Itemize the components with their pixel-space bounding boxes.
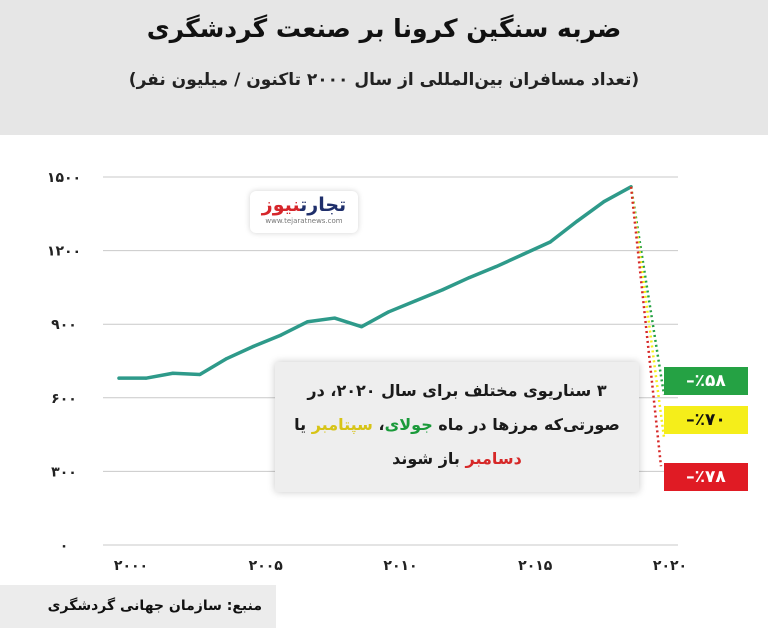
y-tick-label: ۳۰۰ [51, 464, 77, 480]
brand-logo: تجارتنیوز www.tejaratnews.com [250, 191, 358, 233]
series-line [117, 185, 633, 380]
data-point [413, 299, 418, 303]
data-point [521, 252, 525, 256]
data-point [602, 199, 606, 204]
scenario-note: ۳ سناریوی مختلف برای سال ۲۰۲۰، در صورتی‌… [275, 362, 639, 492]
note-line-1: ۳ سناریوی مختلف برای سال ۲۰۲۰، در [307, 381, 607, 400]
x-tick-label: ۲۰۱۰ [383, 558, 417, 574]
y-tick-label: ۱۵۰۰ [47, 170, 81, 186]
source-note: منبع: سازمان جهانی گردشگری [0, 585, 276, 628]
logo-text: تجارتنیوز [261, 194, 347, 216]
x-tick-label: ۲۰۲۰ [653, 558, 687, 574]
data-point [467, 275, 471, 280]
scenario-badge-september: ٪۷۰– [664, 406, 748, 434]
y-tick-label: ۰ [60, 538, 69, 554]
data-point [144, 376, 148, 380]
scenario-line [629, 186, 663, 467]
note-line-3: دسامبر باز شوند [392, 449, 522, 468]
data-point [575, 219, 579, 223]
y-tick-label: ۹۰۰ [51, 317, 77, 333]
data-point [279, 333, 283, 337]
data-point [198, 372, 202, 377]
data-point [548, 240, 552, 244]
scenario-badge-july: ٪۵۸– [664, 367, 748, 395]
data-point [359, 325, 364, 329]
x-tick-label: ۲۰۰۰ [114, 558, 148, 574]
september-label: سپتامبر [311, 415, 373, 434]
y-tick-label: ۱۲۰۰ [47, 244, 81, 260]
scenario-line [629, 186, 666, 438]
data-point [225, 356, 229, 361]
x-tick-label: ۲۰۱۵ [518, 558, 553, 574]
data-point [117, 376, 121, 380]
note-line-2: صورتی‌که مرزها در ماه جولای، سپتامبر یا [294, 415, 620, 434]
december-label: دسامبر [465, 449, 522, 468]
chart-title: ضربه سنگین کرونا بر صنعت گردشگری [146, 14, 622, 43]
chart-subtitle: (تعداد مسافران بین‌المللی از سال ۲۰۰۰ تا… [128, 70, 640, 90]
header-band [0, 0, 768, 135]
data-point [171, 371, 175, 375]
data-point [333, 316, 337, 320]
data-point [306, 320, 310, 324]
data-point [440, 288, 444, 292]
july-label: جولای [384, 415, 433, 434]
logo-url: www.tejaratnews.com [265, 217, 343, 225]
data-point [386, 310, 391, 314]
y-tick-label: ۶۰۰ [51, 391, 77, 407]
data-point [494, 264, 498, 269]
data-point [252, 344, 256, 348]
scenario-badge-december: ٪۷۸– [664, 463, 748, 491]
x-tick-label: ۲۰۰۵ [249, 558, 284, 574]
